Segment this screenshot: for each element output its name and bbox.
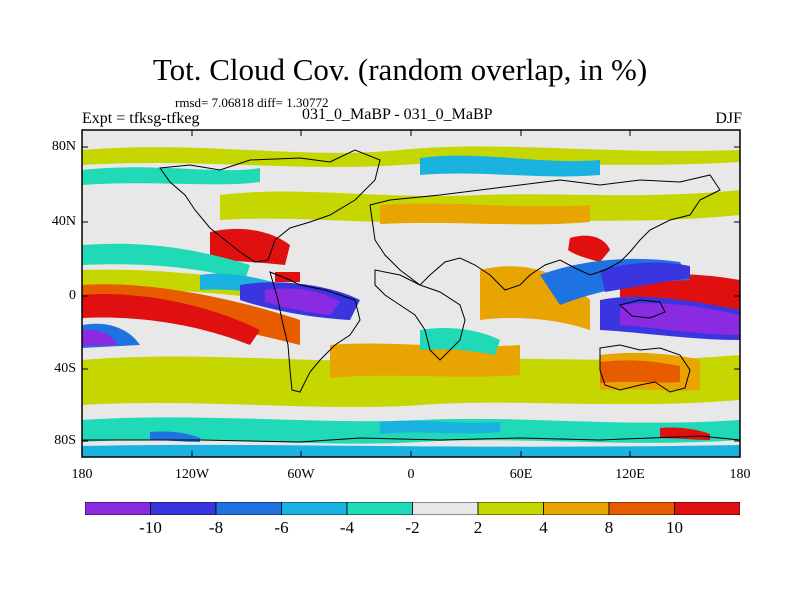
lat-label-80s: 80S: [54, 433, 76, 448]
colorbar-swatch: [281, 502, 348, 515]
colorbar-swatch: [150, 502, 217, 515]
colorbar: [85, 502, 740, 515]
lat-label-eq: 0: [69, 288, 76, 303]
lat-label-40n: 40N: [51, 214, 76, 229]
colorbar-tick-label: 4: [539, 518, 548, 537]
colorbar-swatch: [412, 502, 479, 515]
lon-label-180w: 180: [71, 467, 93, 482]
lon-label-0: 0: [407, 467, 415, 482]
colorbar-swatch: [346, 502, 413, 515]
colorbar-tick-label: 10: [666, 518, 683, 537]
colorbar-swatch: [543, 502, 610, 515]
lon-label-60w: 60W: [287, 467, 315, 482]
colorbar-tick-label: -10: [139, 518, 162, 537]
colorbar-tick-label: -8: [208, 518, 224, 537]
run-label: 031_0_MaBP - 031_0_MaBP: [302, 106, 493, 123]
colorbar-tick-label: 8: [604, 518, 614, 537]
colorbar-swatch: [85, 502, 151, 515]
lon-label-180e: 180: [729, 467, 751, 482]
colorbar-tick-label: -6: [274, 518, 289, 537]
colorbar-tick-label: -4: [339, 518, 355, 537]
colorbar-tick-label: -2: [405, 518, 420, 537]
colorbar-swatch: [608, 502, 675, 515]
experiment-label: Expt = tfksg-tfkeg: [82, 110, 200, 127]
lon-label-60e: 60E: [509, 467, 533, 482]
lat-label-80n: 80N: [51, 139, 76, 154]
lon-label-120e: 120E: [615, 467, 645, 482]
lat-label-40s: 40S: [54, 361, 76, 376]
colorbar-tick-label: 2: [473, 518, 483, 537]
stats-text: rmsd= 7.06818 diff= 1.30772: [175, 95, 329, 110]
colorbar-swatch: [215, 502, 282, 515]
colorbar-swatch: [477, 502, 544, 515]
lon-label-120w: 120W: [174, 467, 210, 482]
plot-title: Tot. Cloud Cov. (random overlap, in %): [152, 52, 648, 87]
season-label: DJF: [715, 110, 742, 127]
colorbar-swatch: [674, 502, 740, 515]
